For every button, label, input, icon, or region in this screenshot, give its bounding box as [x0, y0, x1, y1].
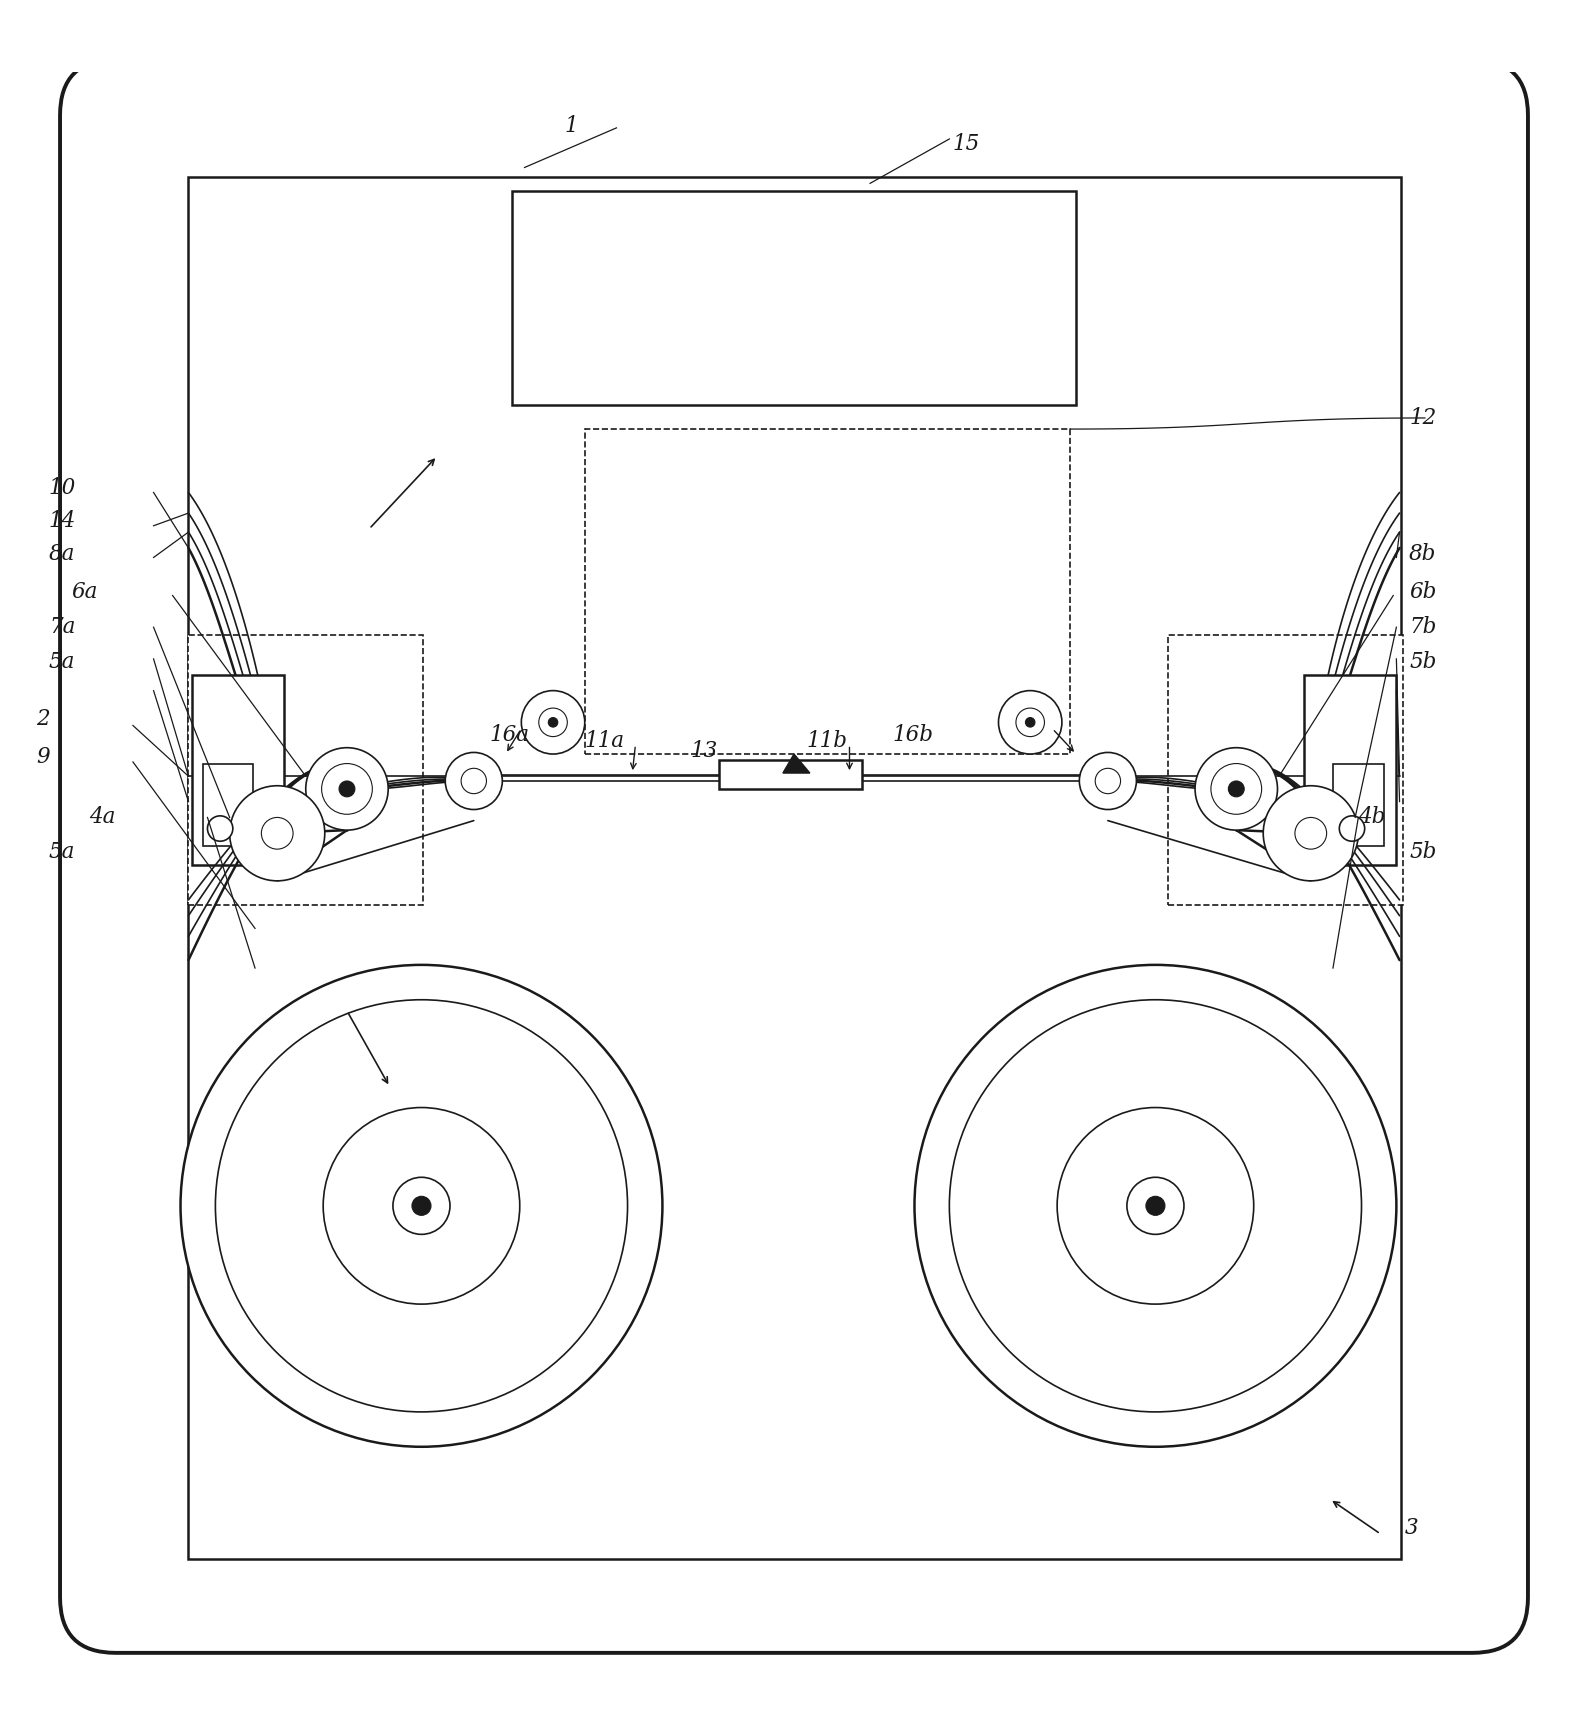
- Text: 7b: 7b: [1409, 616, 1437, 638]
- Bar: [1169, 635, 1402, 905]
- Text: 12: 12: [1409, 407, 1436, 429]
- FancyBboxPatch shape: [60, 61, 1528, 1652]
- Text: 3: 3: [1404, 1517, 1418, 1538]
- Circle shape: [1058, 1107, 1253, 1304]
- Text: 16b: 16b: [892, 725, 934, 746]
- Circle shape: [322, 763, 372, 815]
- Circle shape: [1026, 718, 1035, 727]
- Circle shape: [1212, 763, 1261, 815]
- Text: 11a: 11a: [584, 730, 624, 753]
- Text: 5b: 5b: [1409, 841, 1437, 863]
- Circle shape: [181, 965, 662, 1446]
- Circle shape: [445, 753, 502, 810]
- Circle shape: [306, 747, 387, 830]
- Text: 5a: 5a: [49, 650, 76, 673]
- Circle shape: [216, 1000, 627, 1412]
- Text: 16a: 16a: [489, 725, 530, 746]
- Circle shape: [1196, 747, 1277, 830]
- Text: 6b: 6b: [1409, 581, 1437, 604]
- Text: 15: 15: [953, 133, 980, 154]
- Bar: [511, 192, 1077, 405]
- Text: 5b: 5b: [1409, 650, 1437, 673]
- Circle shape: [538, 708, 567, 737]
- Circle shape: [461, 768, 486, 794]
- Circle shape: [1294, 818, 1326, 849]
- Bar: [584, 429, 1070, 754]
- Circle shape: [999, 690, 1062, 754]
- Circle shape: [1016, 708, 1045, 737]
- Circle shape: [1339, 817, 1364, 841]
- Text: 2: 2: [37, 708, 49, 730]
- Circle shape: [548, 718, 557, 727]
- Circle shape: [1229, 780, 1245, 798]
- Text: 4b: 4b: [1358, 806, 1386, 829]
- Text: 9: 9: [37, 746, 49, 768]
- Polygon shape: [783, 754, 810, 773]
- Bar: [719, 761, 862, 789]
- Circle shape: [208, 817, 233, 841]
- Circle shape: [411, 1197, 430, 1216]
- Circle shape: [950, 1000, 1361, 1412]
- Text: 11b: 11b: [807, 730, 848, 753]
- Text: 8a: 8a: [49, 543, 76, 566]
- Circle shape: [324, 1107, 519, 1304]
- Circle shape: [230, 785, 326, 881]
- Circle shape: [1080, 753, 1137, 810]
- Text: 6a: 6a: [71, 581, 97, 604]
- Text: 7a: 7a: [49, 616, 76, 638]
- Bar: [1304, 675, 1396, 865]
- Text: 13: 13: [691, 740, 718, 761]
- Circle shape: [1147, 1197, 1166, 1216]
- Text: 8b: 8b: [1409, 543, 1437, 566]
- Text: 1: 1: [564, 116, 578, 137]
- Circle shape: [1127, 1178, 1185, 1235]
- Circle shape: [1262, 785, 1358, 881]
- Circle shape: [915, 965, 1396, 1446]
- Circle shape: [340, 780, 354, 798]
- Text: 5a: 5a: [49, 841, 76, 863]
- Circle shape: [262, 818, 294, 849]
- Text: 10: 10: [49, 477, 76, 498]
- Bar: [189, 176, 1401, 1559]
- Bar: [189, 635, 422, 905]
- Text: 14: 14: [49, 510, 76, 533]
- Bar: [192, 675, 284, 865]
- Circle shape: [521, 690, 584, 754]
- Bar: [203, 763, 254, 846]
- Circle shape: [1096, 768, 1121, 794]
- Text: 4a: 4a: [89, 806, 114, 829]
- Circle shape: [392, 1178, 449, 1235]
- Bar: [1332, 763, 1383, 846]
